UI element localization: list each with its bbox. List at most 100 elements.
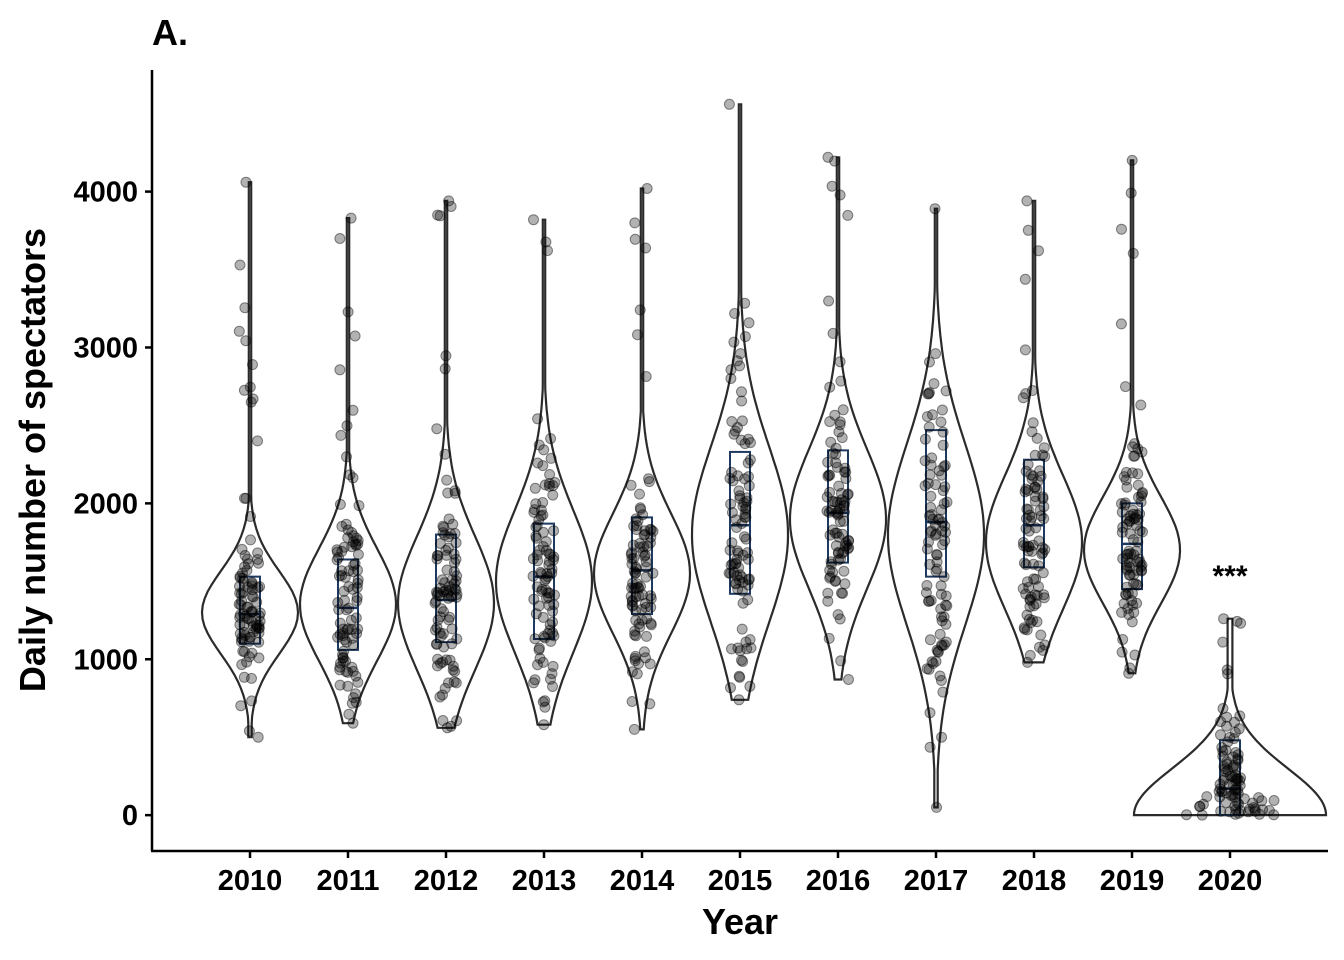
data-point bbox=[841, 539, 853, 551]
y-tick-label: 4000 bbox=[73, 177, 138, 209]
data-point bbox=[925, 525, 937, 537]
data-point bbox=[928, 378, 940, 390]
data-point bbox=[633, 618, 645, 630]
data-point bbox=[1230, 775, 1241, 787]
data-point bbox=[1038, 442, 1050, 454]
data-point bbox=[645, 531, 657, 543]
data-point bbox=[724, 544, 736, 556]
data-point bbox=[439, 577, 451, 589]
data-point bbox=[639, 549, 651, 561]
data-point bbox=[1027, 417, 1039, 429]
data-point bbox=[1018, 540, 1030, 552]
data-point bbox=[931, 549, 943, 561]
data-point bbox=[544, 549, 556, 560]
data-point bbox=[1033, 245, 1044, 257]
data-point bbox=[935, 675, 947, 686]
data-point bbox=[840, 537, 852, 549]
data-point bbox=[1229, 784, 1241, 796]
data-point bbox=[726, 416, 738, 427]
data-point bbox=[243, 613, 255, 625]
data-point bbox=[1124, 510, 1136, 522]
data-point bbox=[735, 434, 747, 446]
data-point bbox=[835, 375, 847, 387]
data-point bbox=[543, 559, 555, 571]
data-point bbox=[1037, 491, 1049, 503]
data-point bbox=[744, 454, 756, 466]
data-point bbox=[630, 567, 642, 579]
data-point bbox=[822, 470, 834, 482]
data-point bbox=[450, 584, 462, 596]
data-point bbox=[351, 582, 363, 593]
data-point bbox=[647, 567, 659, 579]
data-point bbox=[835, 497, 846, 509]
data-point bbox=[1033, 581, 1044, 593]
data-point bbox=[239, 550, 251, 561]
x-tick-label: 2013 bbox=[512, 865, 577, 897]
data-point bbox=[1136, 559, 1148, 571]
data-point bbox=[1132, 479, 1144, 491]
data-point bbox=[739, 511, 751, 523]
data-point bbox=[1233, 798, 1245, 810]
data-point bbox=[939, 535, 951, 547]
data-point bbox=[534, 544, 545, 556]
data-point bbox=[1028, 573, 1040, 585]
data-point bbox=[347, 665, 359, 677]
data-point bbox=[1118, 471, 1130, 483]
data-point bbox=[237, 586, 249, 598]
data-point bbox=[627, 539, 639, 551]
data-point bbox=[348, 536, 359, 548]
data-point bbox=[535, 568, 547, 580]
data-point bbox=[936, 611, 947, 623]
violin-group-2010 bbox=[200, 176, 300, 743]
data-point bbox=[234, 580, 245, 592]
data-point bbox=[629, 567, 641, 579]
data-point bbox=[630, 650, 641, 662]
data-point bbox=[631, 668, 643, 680]
data-point bbox=[632, 329, 643, 341]
data-point bbox=[1247, 797, 1259, 809]
data-point bbox=[537, 656, 549, 668]
data-point bbox=[254, 615, 266, 627]
data-point bbox=[1034, 465, 1046, 477]
data-point bbox=[1220, 744, 1232, 756]
data-point bbox=[1268, 795, 1280, 806]
data-point bbox=[236, 632, 248, 644]
data-point bbox=[742, 547, 753, 559]
data-point bbox=[1025, 515, 1036, 527]
data-point bbox=[450, 591, 462, 603]
data-point bbox=[1038, 513, 1050, 525]
data-point bbox=[1224, 806, 1236, 818]
data-point bbox=[645, 619, 657, 631]
data-point bbox=[731, 553, 743, 565]
data-point bbox=[1116, 506, 1128, 518]
data-point bbox=[338, 541, 350, 553]
data-point bbox=[543, 480, 555, 492]
data-point bbox=[936, 639, 947, 651]
data-point bbox=[744, 680, 756, 692]
data-point bbox=[1121, 518, 1133, 530]
data-point bbox=[432, 653, 444, 665]
data-point bbox=[235, 588, 247, 600]
data-point bbox=[237, 645, 249, 657]
y-tick-label: 0 bbox=[122, 800, 138, 832]
data-point bbox=[443, 531, 455, 543]
data-point bbox=[628, 553, 640, 564]
data-point bbox=[1135, 561, 1147, 573]
data-point bbox=[251, 621, 263, 633]
data-point bbox=[1029, 589, 1041, 601]
data-point bbox=[247, 620, 259, 632]
data-point bbox=[732, 422, 743, 433]
data-point bbox=[1123, 667, 1135, 679]
data-point bbox=[439, 448, 451, 460]
data-point bbox=[547, 681, 558, 692]
data-point bbox=[1126, 587, 1138, 599]
data-point bbox=[938, 498, 950, 510]
data-point bbox=[1034, 505, 1046, 516]
data-point bbox=[645, 617, 657, 629]
data-point bbox=[836, 494, 848, 506]
data-point bbox=[535, 504, 547, 516]
data-point bbox=[446, 574, 458, 586]
data-point bbox=[1125, 548, 1137, 560]
data-point bbox=[743, 574, 755, 586]
data-point bbox=[1257, 804, 1269, 816]
